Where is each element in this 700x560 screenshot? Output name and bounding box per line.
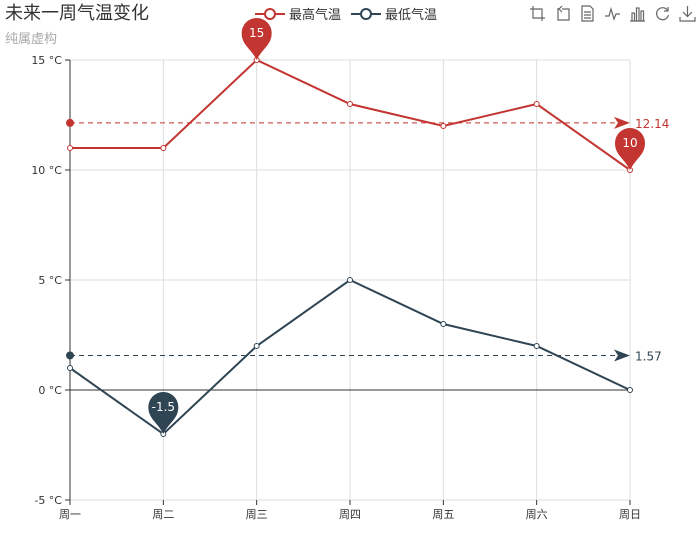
- y-tick-label: -5 °C: [34, 494, 62, 507]
- legend-item-max-temp[interactable]: 最高气温: [255, 4, 341, 23]
- legend-swatch-icon: [255, 7, 285, 20]
- x-tick-label: 周六: [526, 508, 548, 521]
- x-tick-label: 周日: [619, 508, 641, 521]
- toolbox: [529, 5, 696, 22]
- data-point: [347, 277, 353, 283]
- chart-subtitle: 纯属虚构: [5, 32, 58, 47]
- average-mark-line-label: 12.14: [635, 117, 669, 131]
- data-point: [440, 321, 447, 327]
- data-point: [160, 145, 167, 151]
- data-point: [533, 343, 540, 349]
- zoom-icon[interactable]: [529, 5, 546, 22]
- mark-point-pin-shape: [615, 128, 645, 170]
- line-chart-icon[interactable]: [604, 5, 621, 22]
- x-tick-label: 周二: [152, 508, 174, 521]
- average-mark-line-label: 1.57: [635, 349, 662, 363]
- mark-point-pin: -1.5: [148, 392, 179, 434]
- restore-icon[interactable]: [654, 5, 671, 22]
- legend-label-max-temp: 最高气温: [289, 8, 342, 23]
- y-tick-label: 0 °C: [38, 384, 62, 397]
- mark-point-label: -1.5: [152, 400, 175, 414]
- x-tick-label: 周三: [246, 508, 268, 521]
- x-tick-label: 周一: [59, 508, 81, 521]
- x-tick-label: 周四: [339, 508, 361, 521]
- data-point: [347, 101, 353, 107]
- legend-label-min-temp: 最低气温: [385, 8, 438, 23]
- mark-point-pin: 15: [241, 17, 272, 60]
- legend-item-min-temp[interactable]: 最低气温: [351, 4, 437, 23]
- average-mark-line-start: [66, 118, 74, 127]
- data-view-icon[interactable]: [579, 5, 596, 22]
- mark-point-label: 15: [249, 26, 264, 40]
- chart-title: 未来一周气温变化: [5, 3, 149, 24]
- bar-chart-icon[interactable]: [629, 5, 646, 22]
- y-tick-label: 15 °C: [31, 54, 62, 67]
- data-point: [440, 123, 447, 129]
- data-point: [67, 365, 73, 371]
- data-point: [533, 101, 540, 107]
- mark-point-pin-shape: [241, 17, 272, 60]
- average-mark-line-arrow: [614, 349, 630, 362]
- data-point: [627, 387, 633, 393]
- legend: 最高气温 最低气温: [255, 4, 437, 23]
- save-image-icon[interactable]: [679, 5, 696, 22]
- zoom-reset-icon[interactable]: [554, 5, 571, 22]
- average-mark-line-arrow: [614, 116, 630, 129]
- data-point: [253, 343, 260, 349]
- mark-point-label: 10: [622, 136, 637, 150]
- data-point: [67, 145, 73, 151]
- y-tick-label: 5 °C: [38, 274, 62, 287]
- y-tick-label: 10 °C: [31, 164, 62, 177]
- mark-point-pin: 10: [615, 128, 645, 170]
- legend-swatch-icon: [351, 7, 382, 20]
- average-mark-line-start: [66, 351, 74, 360]
- mark-point-pin-shape: [148, 392, 179, 434]
- x-tick-label: 周五: [432, 508, 454, 521]
